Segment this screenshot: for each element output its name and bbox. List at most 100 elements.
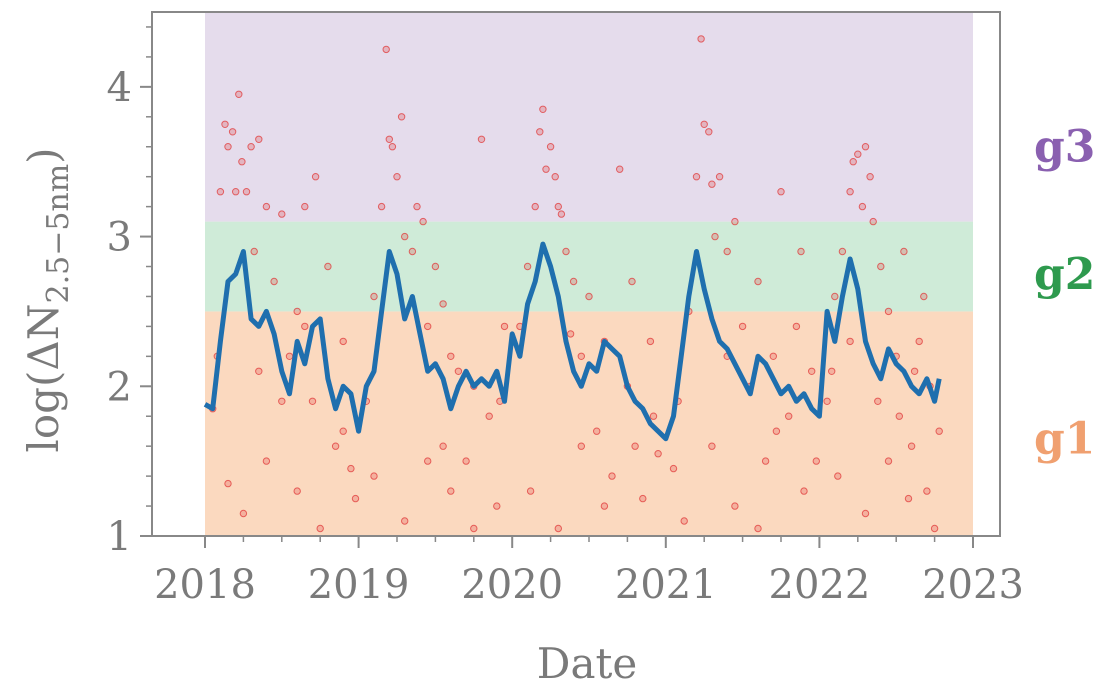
x-axis: 2018 2019 2020 2021 2022 2023 [154, 536, 1024, 608]
x-axis-title: Date [537, 639, 637, 688]
background-bands [205, 12, 973, 536]
data-point [577, 442, 585, 450]
x-tick-label: 2023 [922, 562, 1024, 608]
data-point [419, 217, 427, 226]
x-tick-label: 2019 [308, 562, 410, 608]
data-point [439, 442, 447, 450]
data-point [235, 90, 243, 99]
y-axis-title-main: log(ΔN [19, 304, 68, 453]
data-point [370, 472, 378, 480]
data-point [397, 113, 406, 121]
data-point [861, 143, 870, 151]
data-point [900, 247, 908, 256]
data-point [600, 502, 609, 510]
data-point [895, 412, 903, 420]
data-point [339, 427, 347, 435]
data-point [216, 188, 225, 196]
data-point [754, 524, 762, 533]
data-point [923, 487, 931, 495]
data-point [731, 502, 739, 510]
y-tick-label: 1 [107, 514, 132, 560]
data-point [255, 135, 263, 144]
data-point [904, 494, 913, 503]
data-point [278, 210, 286, 218]
data-point [566, 330, 575, 338]
data-point [700, 120, 708, 129]
data-point [408, 247, 417, 256]
data-point [447, 487, 455, 495]
data-point [930, 524, 939, 533]
data-point [477, 135, 486, 144]
data-point [523, 262, 532, 271]
data-point [646, 337, 655, 346]
data-point [285, 352, 294, 360]
data-point [542, 165, 550, 173]
data-point [631, 442, 639, 450]
y-tick-label: 2 [107, 364, 132, 410]
data-point [593, 427, 601, 435]
data-point [316, 524, 324, 533]
y-axis-title-close: ) [19, 147, 68, 163]
y-tick-label: 4 [107, 65, 132, 111]
x-tick-label: 2022 [769, 562, 871, 608]
data-point [278, 397, 286, 405]
data-point [861, 509, 870, 518]
data-point [585, 292, 593, 301]
data-point [874, 397, 882, 405]
data-point [242, 188, 251, 196]
x-tick-label: 2021 [615, 562, 717, 608]
data-point [539, 105, 547, 114]
data-point [772, 427, 781, 435]
data-point [884, 307, 893, 316]
data-point [697, 35, 705, 43]
data-point [301, 322, 309, 331]
x-tick-label: 2018 [154, 562, 256, 608]
group-label-g1: g1 [1034, 414, 1095, 465]
x-tick-label: 2020 [461, 562, 563, 608]
data-point [377, 202, 386, 211]
group-label-g3: g3 [1034, 122, 1095, 173]
data-point [846, 337, 854, 346]
data-point [293, 307, 301, 316]
data-point [347, 464, 355, 473]
data-point [424, 457, 432, 465]
data-point [413, 202, 421, 211]
data-point [401, 517, 409, 525]
data-point [470, 524, 478, 533]
data-point [536, 128, 544, 136]
data-point [554, 202, 562, 211]
band-g2 [205, 221, 973, 312]
data-point [221, 120, 229, 129]
data-point [239, 509, 248, 518]
data-point [639, 494, 647, 503]
data-point [708, 442, 716, 450]
data-point [935, 427, 943, 435]
y-axis-title-subscript: 2.5−5nm [41, 164, 76, 304]
data-point [831, 292, 839, 301]
group-labels: g1 g2 g3 [1034, 122, 1095, 465]
data-point [424, 322, 432, 331]
data-point [738, 322, 747, 331]
data-point [311, 173, 320, 181]
data-point [715, 173, 724, 181]
data-point [808, 367, 816, 375]
data-point [232, 188, 240, 196]
data-point [711, 232, 719, 241]
data-point [692, 173, 701, 181]
data-point [331, 442, 340, 450]
data-point [301, 202, 309, 211]
data-point [869, 217, 877, 226]
data-point [324, 262, 332, 271]
data-point [454, 367, 463, 375]
data-point [754, 277, 762, 286]
data-point [382, 45, 390, 54]
data-point [849, 158, 857, 166]
data-point [915, 337, 923, 346]
data-point [577, 352, 585, 360]
data-point [812, 457, 820, 465]
data-point [270, 277, 278, 286]
data-point [884, 457, 893, 465]
data-point [834, 472, 842, 480]
data-point [247, 143, 255, 151]
